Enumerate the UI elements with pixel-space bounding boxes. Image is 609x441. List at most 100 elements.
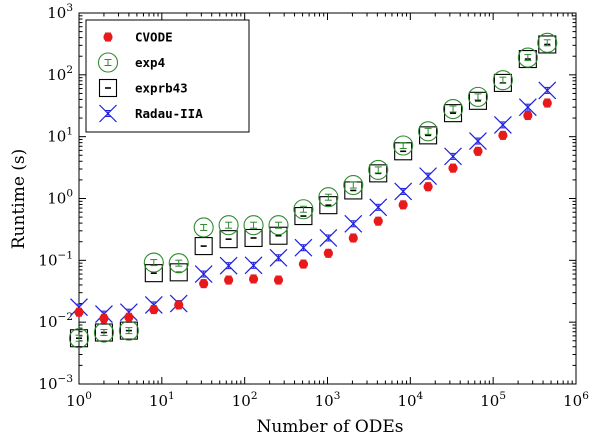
data-point <box>68 328 90 349</box>
data-point <box>498 130 508 140</box>
data-point <box>493 115 512 134</box>
marker-dot <box>523 110 533 121</box>
marker-circle <box>467 86 489 107</box>
marker-circle <box>68 328 90 349</box>
marker-circle <box>218 215 239 236</box>
marker-circle <box>442 98 464 120</box>
data-point <box>523 110 533 121</box>
series-cvode <box>74 98 552 324</box>
data-point <box>369 198 388 217</box>
marker-dot <box>448 163 458 173</box>
data-point <box>273 275 284 285</box>
marker-dot <box>174 300 184 310</box>
marker-square <box>119 321 138 340</box>
marker-dot <box>498 130 508 140</box>
marker-dot <box>373 216 383 226</box>
x-tick-label: 100 <box>66 390 92 410</box>
data-point <box>124 312 134 322</box>
x-tick-label: 103 <box>315 390 341 410</box>
y-tick-labels: 10−3 10−2 10−1 100 101 102 103 <box>38 2 73 393</box>
marker-square <box>219 230 238 249</box>
marker-square <box>538 35 557 54</box>
marker-circle <box>268 215 289 236</box>
data-point <box>393 135 414 156</box>
data-point <box>518 98 537 117</box>
x-tick-label: 106 <box>563 390 589 410</box>
x-axis-label: Number of ODEs <box>256 417 403 437</box>
x-tick-labels: 100 101 102 103 104 105 106 <box>66 390 589 410</box>
series-exp4 <box>68 32 558 349</box>
data-point <box>244 256 263 275</box>
marker-dot <box>124 312 134 322</box>
marker-dot <box>298 259 309 269</box>
legend-box <box>85 19 250 133</box>
data-point <box>269 248 288 267</box>
data-point <box>149 304 159 315</box>
data-point <box>398 200 408 210</box>
marker-dot <box>199 279 209 289</box>
data-point <box>97 52 119 73</box>
data-point <box>343 175 364 196</box>
data-point <box>143 252 164 273</box>
y-axis-label: Runtime (s) <box>9 149 29 250</box>
data-point <box>243 215 264 236</box>
legend: CVODE exp4 exprb43 Radau-IIA <box>85 19 250 133</box>
data-point <box>294 238 313 257</box>
x-tick-label: 102 <box>232 390 258 410</box>
data-point <box>473 146 483 156</box>
data-point <box>348 233 358 243</box>
marker-dot <box>103 32 113 42</box>
legend-label: CVODE <box>135 30 173 45</box>
marker-circle <box>318 187 339 208</box>
data-point <box>218 215 239 236</box>
marker-circle <box>93 322 114 343</box>
legend-label: exp4 <box>135 55 165 70</box>
data-point <box>542 98 552 108</box>
marker-dot <box>99 313 109 324</box>
marker-dot <box>473 146 483 156</box>
data-point <box>174 300 184 310</box>
data-point <box>419 167 438 186</box>
data-point <box>99 313 109 324</box>
x-tick-label: 105 <box>480 390 506 410</box>
data-point <box>194 265 213 283</box>
marker-circle <box>343 175 364 196</box>
data-point <box>74 307 84 317</box>
marker-dot <box>149 304 159 315</box>
marker-circle <box>492 70 513 91</box>
data-point <box>394 182 413 201</box>
marker-dot <box>423 182 433 192</box>
marker-square <box>244 228 263 248</box>
data-point <box>219 230 238 249</box>
data-point <box>193 217 214 238</box>
marker-circle <box>293 199 314 220</box>
data-point <box>293 199 314 220</box>
data-point <box>537 32 558 53</box>
marker-dot <box>248 274 259 284</box>
marker-circle <box>517 47 538 68</box>
marker-dot <box>542 98 552 108</box>
data-point <box>517 47 538 68</box>
series-layer <box>68 32 558 349</box>
data-point <box>492 70 513 91</box>
data-point <box>538 81 557 100</box>
marker-circle <box>393 135 414 156</box>
marker-square <box>493 73 512 92</box>
marker-dot <box>398 200 408 210</box>
data-point <box>423 182 433 192</box>
marker-circle <box>537 32 558 53</box>
y-tick-label: 101 <box>47 126 73 146</box>
data-point <box>194 237 213 256</box>
legend-label: Radau-IIA <box>135 106 203 121</box>
marker-circle <box>368 159 389 180</box>
marker-circle <box>168 253 189 274</box>
marker-dot <box>74 307 84 317</box>
data-point <box>368 159 389 180</box>
data-point <box>318 187 339 208</box>
y-tick-label: 10−1 <box>38 249 73 269</box>
data-point <box>118 320 139 341</box>
data-point <box>168 253 189 274</box>
marker-dot <box>273 275 284 285</box>
data-point <box>144 264 163 283</box>
x-tick-label: 104 <box>397 390 423 410</box>
